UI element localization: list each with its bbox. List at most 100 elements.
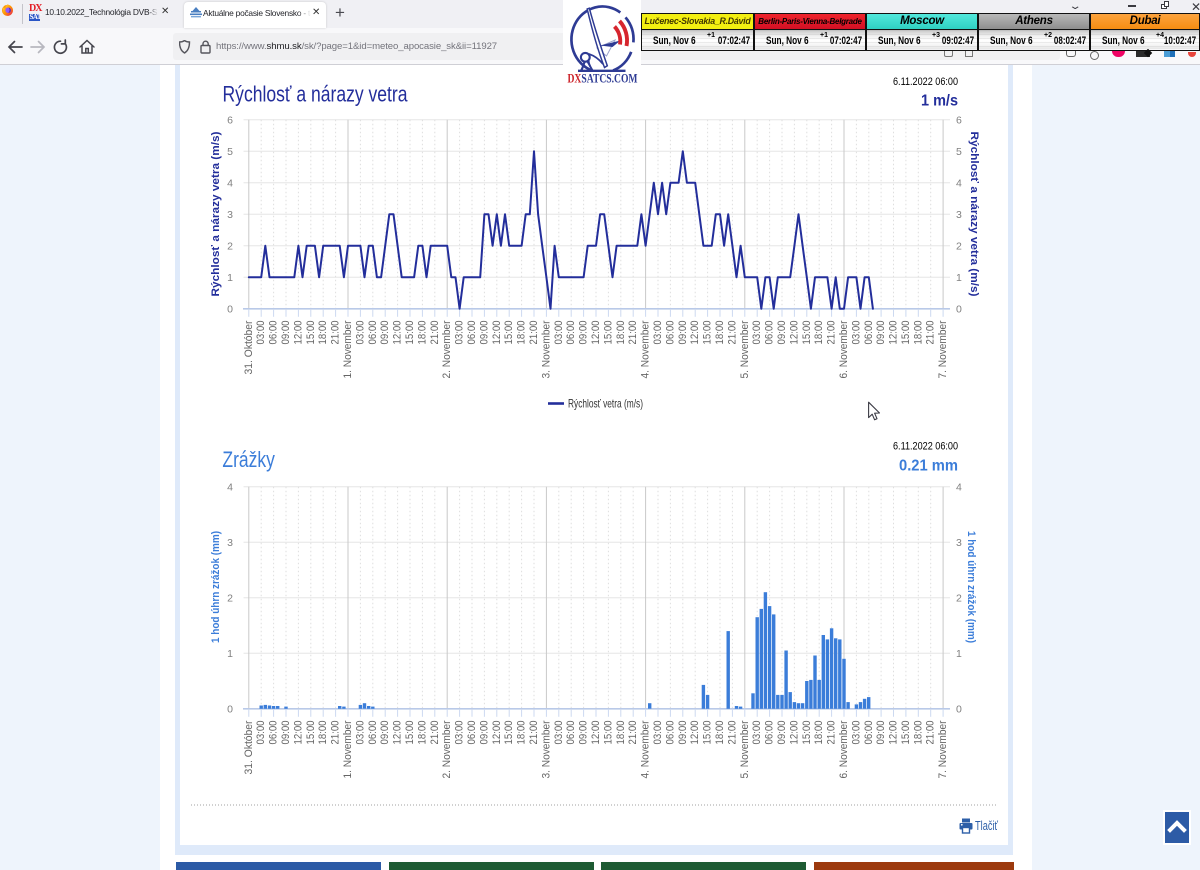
svg-text:09:00: 09:00 — [677, 721, 689, 745]
svg-text:21:00: 21:00 — [627, 721, 639, 745]
svg-text:03:00: 03:00 — [255, 321, 267, 345]
svg-text:6.11.2022 06:00: 6.11.2022 06:00 — [893, 441, 958, 453]
svg-text:5. November: 5. November — [739, 720, 751, 778]
svg-text:5: 5 — [227, 146, 233, 158]
svg-text:Zrážky: Zrážky — [222, 447, 275, 472]
svg-text:03:00: 03:00 — [850, 721, 862, 745]
svg-text:06:00: 06:00 — [863, 321, 875, 345]
svg-text:18:00: 18:00 — [516, 721, 528, 745]
svg-text:06:00: 06:00 — [664, 321, 676, 345]
svg-text:09:00: 09:00 — [478, 321, 490, 345]
svg-text:18:00: 18:00 — [615, 321, 627, 345]
svg-text:09:00: 09:00 — [478, 721, 490, 745]
svg-text:18:00: 18:00 — [416, 721, 428, 745]
svg-text:12:00: 12:00 — [788, 721, 800, 745]
svg-text:12:00: 12:00 — [491, 721, 503, 745]
svg-text:6. November: 6. November — [838, 720, 850, 778]
svg-text:5: 5 — [956, 146, 962, 158]
svg-text:15:00: 15:00 — [602, 321, 614, 345]
svg-text:Rýchlosť a nárazy vetra: Rýchlosť a nárazy vetra — [223, 82, 409, 107]
svg-text:18:00: 18:00 — [615, 721, 627, 745]
svg-text:09:00: 09:00 — [776, 721, 788, 745]
svg-text:18:00: 18:00 — [912, 321, 924, 345]
svg-text:18:00: 18:00 — [416, 321, 428, 345]
svg-text:6. November: 6. November — [838, 320, 850, 378]
svg-text:09:00: 09:00 — [776, 321, 788, 345]
svg-text:4: 4 — [227, 482, 233, 494]
svg-text:06:00: 06:00 — [664, 721, 676, 745]
svg-text:18:00: 18:00 — [714, 721, 726, 745]
svg-text:4. November: 4. November — [640, 720, 652, 778]
svg-text:15:00: 15:00 — [404, 721, 416, 745]
svg-text:3. November: 3. November — [540, 320, 552, 378]
svg-text:03:00: 03:00 — [553, 721, 565, 745]
svg-text:0.21 mm: 0.21 mm — [899, 458, 958, 475]
svg-text:6: 6 — [227, 115, 233, 127]
svg-text:03:00: 03:00 — [454, 721, 466, 745]
svg-text:4: 4 — [956, 482, 962, 494]
svg-text:18:00: 18:00 — [714, 321, 726, 345]
svg-text:2: 2 — [956, 593, 962, 605]
svg-text:18:00: 18:00 — [813, 321, 825, 345]
svg-text:09:00: 09:00 — [379, 321, 391, 345]
svg-text:0: 0 — [227, 304, 233, 316]
svg-text:15:00: 15:00 — [702, 321, 714, 345]
svg-text:09:00: 09:00 — [379, 721, 391, 745]
svg-text:1: 1 — [956, 272, 962, 284]
svg-text:21:00: 21:00 — [528, 321, 540, 345]
svg-text:5. November: 5. November — [739, 320, 751, 378]
svg-text:12:00: 12:00 — [888, 721, 900, 745]
svg-text:12:00: 12:00 — [689, 721, 701, 745]
svg-text:12:00: 12:00 — [888, 321, 900, 345]
svg-text:15:00: 15:00 — [503, 321, 515, 345]
svg-text:7. November: 7. November — [937, 720, 949, 778]
svg-text:21:00: 21:00 — [726, 321, 738, 345]
svg-text:Rýchlosť a nárazy vetra (m/s): Rýchlosť a nárazy vetra (m/s) — [210, 131, 222, 296]
svg-text:09:00: 09:00 — [875, 721, 887, 745]
svg-text:1 m/s: 1 m/s — [921, 93, 958, 110]
svg-text:4. November: 4. November — [640, 320, 652, 378]
svg-text:12:00: 12:00 — [788, 321, 800, 345]
svg-text:12:00: 12:00 — [292, 721, 304, 745]
svg-text:15:00: 15:00 — [702, 721, 714, 745]
svg-text:18:00: 18:00 — [813, 721, 825, 745]
svg-text:Rýchlosť vetra (m/s): Rýchlosť vetra (m/s) — [568, 397, 643, 411]
svg-text:15:00: 15:00 — [305, 321, 317, 345]
svg-text:03:00: 03:00 — [850, 321, 862, 345]
svg-text:1: 1 — [956, 648, 962, 660]
svg-text:15:00: 15:00 — [801, 321, 813, 345]
svg-text:03:00: 03:00 — [354, 721, 366, 745]
svg-text:1: 1 — [227, 648, 233, 660]
svg-text:15:00: 15:00 — [900, 321, 912, 345]
svg-text:12:00: 12:00 — [689, 321, 701, 345]
svg-text:7. November: 7. November — [937, 320, 949, 378]
svg-text:3. November: 3. November — [540, 720, 552, 778]
svg-text:2: 2 — [227, 241, 233, 253]
svg-text:31. Október: 31. Október — [243, 720, 255, 774]
svg-text:2. November: 2. November — [441, 720, 453, 778]
svg-text:12:00: 12:00 — [392, 721, 404, 745]
svg-text:1. November: 1. November — [342, 720, 354, 778]
svg-text:21:00: 21:00 — [429, 321, 441, 345]
svg-text:03:00: 03:00 — [255, 721, 267, 745]
svg-text:06:00: 06:00 — [367, 721, 379, 745]
svg-text:4: 4 — [956, 178, 962, 190]
svg-text:09:00: 09:00 — [875, 321, 887, 345]
svg-text:03:00: 03:00 — [751, 721, 763, 745]
svg-text:18:00: 18:00 — [317, 321, 329, 345]
svg-text:15:00: 15:00 — [900, 721, 912, 745]
svg-text:6.11.2022 06:00: 6.11.2022 06:00 — [893, 76, 958, 88]
svg-text:3: 3 — [956, 209, 962, 221]
svg-text:06:00: 06:00 — [466, 321, 478, 345]
svg-text:DXSATCS.COM: DXSATCS.COM — [568, 71, 638, 86]
svg-text:06:00: 06:00 — [764, 721, 776, 745]
svg-text:06:00: 06:00 — [764, 321, 776, 345]
svg-text:21:00: 21:00 — [528, 721, 540, 745]
svg-text:Rýchlosť a nárazy vetra (m/s): Rýchlosť a nárazy vetra (m/s) — [968, 132, 980, 297]
svg-text:21:00: 21:00 — [726, 721, 738, 745]
svg-text:15:00: 15:00 — [801, 721, 813, 745]
svg-text:21:00: 21:00 — [826, 721, 838, 745]
svg-text:15:00: 15:00 — [602, 721, 614, 745]
svg-text:18:00: 18:00 — [912, 721, 924, 745]
svg-text:09:00: 09:00 — [280, 321, 292, 345]
